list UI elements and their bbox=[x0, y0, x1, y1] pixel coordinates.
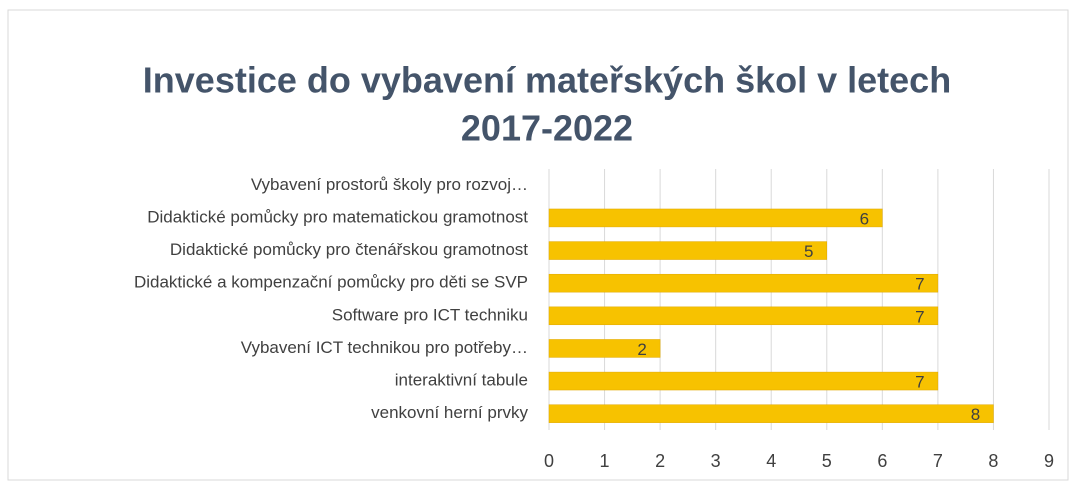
y-tick-label: interaktivní tabule bbox=[395, 371, 528, 390]
bar bbox=[548, 241, 828, 260]
data-label: 5 bbox=[804, 242, 813, 261]
data-label: 6 bbox=[860, 209, 869, 228]
bar bbox=[548, 208, 883, 228]
data-label: 7 bbox=[915, 307, 924, 326]
x-tick-label: 6 bbox=[877, 451, 887, 471]
bar bbox=[548, 371, 939, 391]
y-tick-label: Vybavení ICT technikou pro potřeby… bbox=[241, 338, 528, 357]
bar bbox=[548, 306, 939, 326]
bar bbox=[548, 404, 994, 423]
x-tick-label: 5 bbox=[822, 451, 832, 471]
chart-border bbox=[7, 9, 1069, 481]
y-tick-label: Didaktické pomůcky pro matematickou gram… bbox=[147, 207, 528, 226]
y-tick-label: Software pro ICT techniku bbox=[332, 305, 528, 324]
bar bbox=[548, 339, 661, 358]
data-label: 8 bbox=[971, 405, 980, 424]
data-label: 7 bbox=[915, 373, 924, 392]
x-tick-label: 0 bbox=[544, 451, 554, 471]
y-tick-label: venkovní herní prvky bbox=[371, 403, 528, 422]
y-tick-label: Didaktické pomůcky pro čtenářskou gramot… bbox=[170, 240, 528, 259]
bar bbox=[548, 273, 939, 293]
chart-title: 2017-2022 bbox=[461, 108, 633, 149]
x-tick-label: 9 bbox=[1044, 451, 1054, 471]
x-tick-label: 7 bbox=[933, 451, 943, 471]
x-tick-label: 8 bbox=[988, 451, 998, 471]
y-tick-label: Vybavení prostorů školy pro rozvoj… bbox=[251, 175, 528, 194]
data-label: 2 bbox=[637, 340, 646, 359]
y-tick-label: Didaktické a kompenzační pomůcky pro dět… bbox=[134, 273, 528, 292]
x-tick-label: 3 bbox=[711, 451, 721, 471]
data-label: 7 bbox=[915, 275, 924, 294]
chart-title: Investice do vybavení mateřských škol v … bbox=[143, 60, 951, 101]
x-tick-label: 2 bbox=[655, 451, 665, 471]
x-tick-label: 4 bbox=[766, 451, 776, 471]
x-tick-label: 1 bbox=[600, 451, 610, 471]
